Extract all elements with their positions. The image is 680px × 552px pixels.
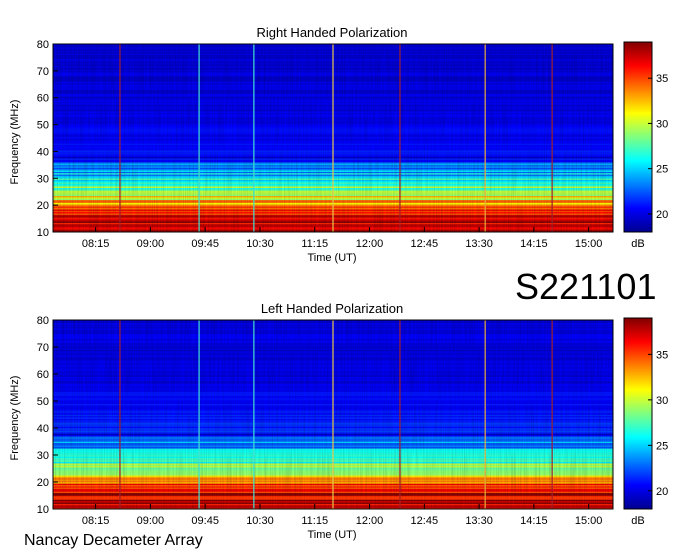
y-axis: 10 20 30 40 50 60 70 80 — [37, 315, 58, 516]
y-tick-label: 60 — [37, 93, 49, 105]
x-tick-label: 13:30 — [465, 515, 493, 527]
x-tick-label: 12:45 — [411, 238, 439, 250]
y-tick-label: 30 — [37, 450, 49, 462]
x-tick-label: 12:00 — [356, 515, 384, 527]
x-axis: 08:15 09:00 09:45 10:30 11:15 12:00 12:45 13:30… — [82, 227, 603, 250]
colorbar-gradient — [623, 41, 653, 233]
instrument-label: Nancay Decameter Array — [24, 532, 203, 549]
left-handed-panel: Left Handed Polarization 08:15 09:00 09:45… — [9, 301, 668, 541]
y-tick-label: 30 — [37, 173, 49, 185]
x-tick-label: 09:00 — [137, 515, 165, 527]
x-tick-label: 15:00 — [575, 515, 603, 527]
heatmap-area — [52, 319, 614, 510]
y-tick-label: 10 — [37, 227, 49, 239]
x-tick-label: 09:45 — [191, 238, 219, 250]
y-axis-label: Frequency (MHz) — [9, 100, 21, 185]
x-tick-label: 10:30 — [246, 238, 274, 250]
y-axis-label: Frequency (MHz) — [9, 376, 21, 461]
x-tick-label: 11:15 — [301, 238, 328, 250]
x-tick-label: 15:00 — [575, 238, 603, 250]
x-tick-label: 12:45 — [411, 515, 439, 527]
y-tick-label: 50 — [37, 396, 49, 408]
y-tick-label: 70 — [37, 342, 49, 354]
x-tick-label: 10:30 — [246, 515, 274, 527]
y-tick-label: 20 — [37, 477, 49, 489]
right-handed-panel: Right Handed Polarization 08:15 09:00 09:4… — [9, 25, 668, 264]
x-tick-label: 08:15 — [82, 238, 110, 250]
chart-title: Right Handed Polarization — [256, 25, 407, 40]
y-tick-label: 10 — [37, 504, 49, 516]
x-tick-label: 09:45 — [191, 515, 219, 527]
x-tick-label: 14:15 — [520, 515, 548, 527]
colorbar-label: dB — [631, 515, 644, 527]
colorbar-tick-label: 25 — [656, 440, 668, 452]
y-tick-label: 50 — [37, 120, 49, 132]
plot-frame — [52, 319, 614, 510]
y-axis: 10 20 30 40 50 60 70 80 — [37, 39, 58, 239]
colorbar-tick-label: 35 — [656, 349, 668, 361]
x-axis-label: Time (UT) — [307, 252, 356, 264]
colorbar: 20 25 30 35 dB — [623, 41, 668, 250]
y-tick-label: 40 — [37, 423, 49, 435]
y-tick-label: 20 — [37, 200, 49, 212]
x-tick-label: 13:30 — [465, 238, 493, 250]
colorbar-tick-label: 30 — [656, 395, 668, 407]
x-tick-label: 09:00 — [137, 238, 165, 250]
heatmap-area — [52, 43, 614, 233]
x-axis-label: Time (UT) — [307, 529, 356, 541]
y-tick-label: 60 — [37, 369, 49, 381]
colorbar-gradient — [623, 317, 653, 510]
colorbar-tick-label: 25 — [656, 164, 668, 176]
colorbar-label: dB — [631, 238, 644, 250]
chart-title: Left Handed Polarization — [261, 301, 403, 316]
plot-frame — [52, 43, 614, 233]
colorbar: 20 25 30 35 dB — [623, 317, 668, 527]
colorbar-tick-label: 20 — [656, 486, 668, 498]
x-axis: 08:15 09:00 09:45 10:30 11:15 12:00 12:45 13:30… — [82, 504, 603, 527]
x-tick-label: 11:15 — [301, 515, 328, 527]
y-tick-label: 80 — [37, 39, 49, 51]
colorbar-tick-label: 35 — [656, 73, 668, 85]
x-tick-label: 08:15 — [82, 515, 110, 527]
x-tick-label: 12:00 — [356, 238, 384, 250]
event-id-label: S221101 — [515, 266, 656, 307]
x-tick-label: 14:15 — [520, 238, 548, 250]
y-tick-label: 40 — [37, 146, 49, 158]
y-tick-label: 70 — [37, 66, 49, 78]
colorbar-tick-label: 20 — [656, 209, 668, 221]
y-tick-label: 80 — [37, 315, 49, 327]
colorbar-tick-label: 30 — [656, 118, 668, 130]
